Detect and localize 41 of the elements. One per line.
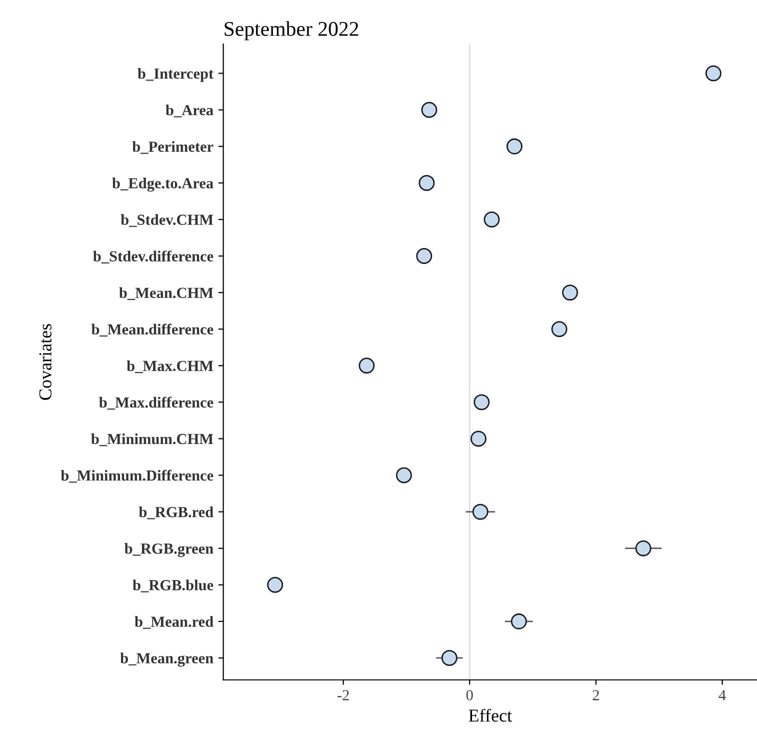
point — [421, 102, 438, 118]
y-tick-label: b_RGB.green — [124, 543, 214, 558]
point — [358, 358, 375, 374]
point — [472, 504, 488, 520]
chart-title: September 2022 — [224, 21, 358, 40]
y-tick-label: b_Perimeter — [132, 141, 214, 154]
point — [705, 65, 722, 82]
point — [551, 321, 568, 338]
point — [470, 430, 486, 447]
y-tick-label: b_Max.CHM — [126, 360, 214, 374]
x-tick-label: 0 — [466, 690, 473, 700]
x-tick-label: -2 — [338, 690, 349, 700]
y-tick-label: b_RGB.red — [138, 506, 214, 520]
x-tick-label: 2 — [592, 690, 599, 700]
y-tick-label: b_Mean.difference — [91, 324, 214, 337]
y-tick-label: b_Minimum.CHM — [91, 433, 214, 446]
point — [441, 650, 458, 666]
point — [510, 613, 527, 630]
point — [562, 284, 578, 301]
x-axis-title: Effect — [468, 708, 512, 722]
y-tick-label: b_Mean.red — [134, 616, 214, 629]
y-tick-label: b_Edge.to.Area — [112, 178, 214, 192]
y-tick-label: b_Minimum.Difference — [60, 470, 214, 483]
point — [635, 540, 652, 556]
y-tick-label: b_Area — [166, 104, 214, 118]
point — [506, 138, 522, 154]
y-tick-label: b_Mean.CHM — [119, 287, 214, 300]
y-tick-label: b_Intercept — [138, 68, 214, 82]
point — [418, 174, 435, 191]
y-tick-label: b_Stdev.difference — [93, 250, 214, 264]
point — [474, 394, 490, 410]
y-tick-label: b_RGB.blue — [132, 580, 214, 592]
y-tick-label: b_Mean.green — [120, 652, 214, 667]
y-axis-title: Covariates — [39, 324, 52, 400]
point — [484, 212, 500, 228]
y-tick-label: b_Max.difference — [99, 396, 214, 410]
point — [396, 467, 412, 484]
point — [416, 248, 432, 264]
y-tick-label: b_Stdev.CHM — [120, 214, 214, 227]
point — [267, 576, 284, 593]
x-tick-label: 4 — [718, 690, 726, 700]
